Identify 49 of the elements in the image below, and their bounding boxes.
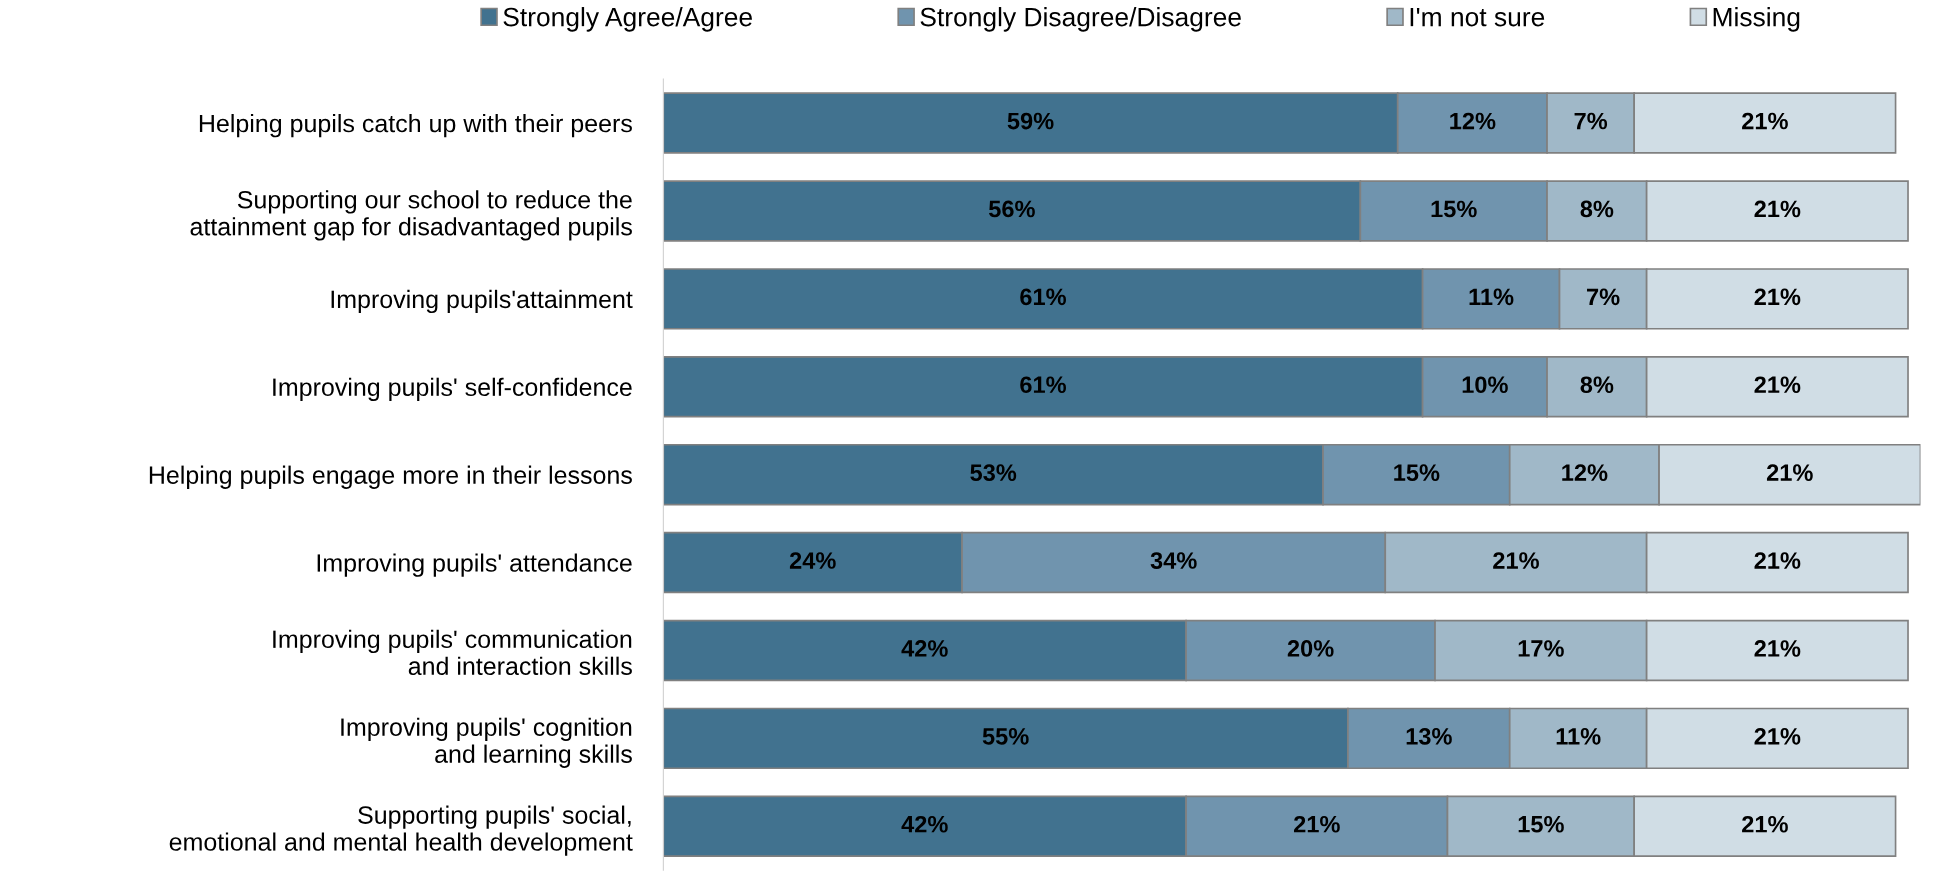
data-label: 34%: [1150, 552, 1197, 569]
y-tick-label: Helping pupils engage more in their lessons: [149, 465, 632, 489]
data-label: 55%: [982, 728, 1029, 745]
data-label: 20%: [1287, 640, 1334, 657]
data-label: 56%: [988, 200, 1035, 218]
data-label: 21%: [1754, 640, 1801, 657]
data-label: 21%: [1754, 288, 1801, 306]
data-label: 59%: [1007, 112, 1054, 130]
data-label: 8%: [1580, 200, 1614, 218]
y-tick-label: Supporting our school to reduce the attainment gap for disadvantaged pupils: [190, 190, 632, 241]
data-label: 10%: [1462, 376, 1508, 394]
data-label: 24%: [789, 552, 836, 569]
data-label: 15%: [1431, 200, 1477, 218]
data-label: 42%: [901, 640, 948, 657]
data-label: 7%: [1587, 288, 1620, 306]
data-label: 17%: [1518, 640, 1564, 657]
data-label: 15%: [1394, 464, 1440, 481]
data-label: 61%: [1020, 288, 1066, 306]
data-label: 53%: [970, 464, 1017, 482]
y-tick-label: Supporting pupils' social, emotional and mental health development: [169, 805, 633, 856]
data-label: 42%: [901, 815, 948, 833]
data-label: 7%: [1574, 112, 1608, 130]
y-tick-label: Improving pupils' attendance: [317, 553, 632, 577]
data-label: 11%: [1469, 288, 1514, 306]
y-tick-label: Helping pupils catch up with their peers: [199, 114, 632, 138]
data-label: 12%: [1562, 464, 1608, 481]
data-label: 21%: [1742, 815, 1788, 833]
data-label: 8%: [1580, 376, 1614, 394]
data-label: 11%: [1556, 728, 1601, 745]
data-label: 21%: [1754, 727, 1801, 745]
data-label: 21%: [1742, 112, 1788, 130]
data-label: 21%: [1493, 552, 1539, 569]
y-tick-label: Improving pupils'attainment: [331, 289, 633, 314]
data-label: 12%: [1450, 112, 1496, 130]
data-label: 21%: [1754, 376, 1801, 394]
y-tick-label: Improving pupils' communication and interaction skills: [273, 629, 632, 676]
data-label: 61%: [1020, 376, 1066, 394]
data-label: 21%: [1754, 200, 1801, 218]
y-tick-label: Improving pupils' cognition and learning skills: [341, 717, 632, 768]
data-label: 13%: [1406, 727, 1452, 745]
y-tick-label: Improving pupils' self-confidence: [273, 377, 632, 402]
data-label: 21%: [1754, 552, 1801, 569]
legend-label: I'm not sure: [1410, 8, 1545, 27]
legend-label: Missing: [1713, 7, 1800, 32]
data-label: 21%: [1294, 815, 1340, 833]
legend-label: Strongly Agree/Agree: [503, 7, 752, 32]
legend-label: Strongly Disagree/Disagree: [920, 7, 1241, 32]
data-label: 21%: [1766, 464, 1813, 481]
data-label: 15%: [1518, 815, 1564, 833]
